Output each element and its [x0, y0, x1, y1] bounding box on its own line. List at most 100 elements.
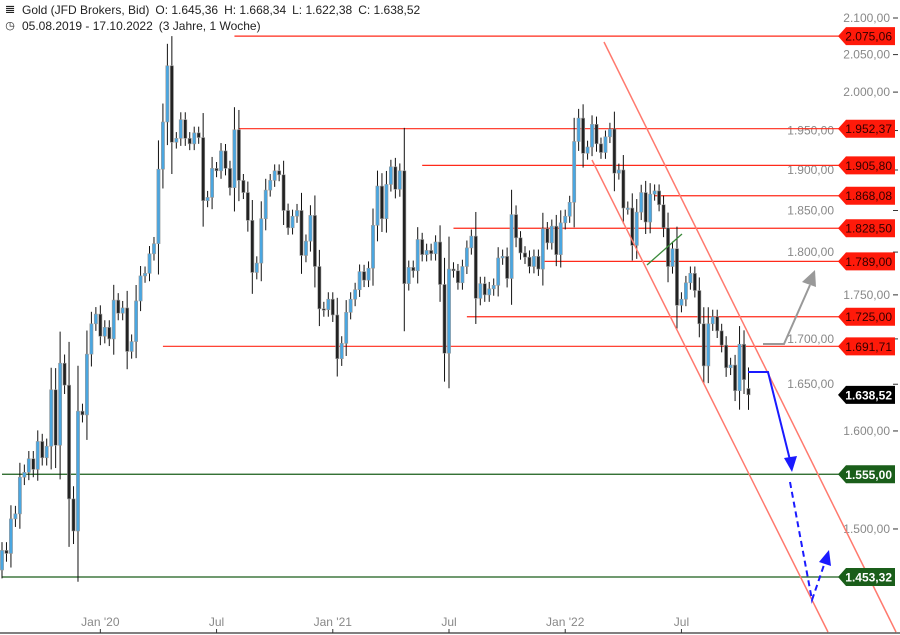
candle-up: [572, 141, 577, 203]
candle-up: [558, 222, 563, 255]
price-level-label: 1.691,71: [838, 337, 895, 356]
price-label-text: 1.789,00: [845, 255, 892, 269]
candle-up: [85, 353, 89, 416]
open-value: O: 1.645,36: [155, 3, 219, 17]
candle-down: [527, 256, 532, 267]
candle-down: [621, 169, 626, 209]
price-level-label: 1.725,00: [838, 307, 895, 326]
candle-down: [277, 170, 282, 176]
price-level-label: 1.905,80: [838, 156, 895, 175]
candle-down: [31, 458, 36, 470]
candle-down: [125, 307, 130, 352]
price-label-tag: [838, 307, 895, 326]
candle-up: [357, 271, 362, 290]
candle-up: [634, 211, 639, 246]
candle-up: [147, 253, 152, 274]
candle-up: [710, 316, 715, 325]
candle-up: [22, 472, 27, 478]
price-level-label: 1.789,00: [838, 252, 895, 271]
candle-up: [639, 192, 644, 213]
candle-down: [335, 314, 340, 359]
candle-down: [250, 220, 255, 273]
candle-up: [447, 268, 451, 354]
candle-up: [44, 445, 49, 459]
high-value: H: 1.668,34: [224, 3, 287, 17]
candle-up: [76, 410, 80, 532]
candle-down: [594, 124, 599, 145]
candle-up: [540, 228, 545, 270]
candle-down: [321, 308, 326, 311]
candle-down: [53, 389, 58, 446]
price-level-label: 1.828,50: [838, 219, 895, 238]
candle-up: [272, 170, 277, 181]
candle-up: [491, 285, 496, 290]
clock-icon: ◷: [5, 20, 15, 32]
candle-up: [152, 243, 156, 255]
candle-up: [178, 119, 183, 139]
candle-up: [174, 138, 179, 143]
candle-down: [245, 192, 250, 221]
y-tick-label: 1.650,00: [787, 377, 834, 391]
chart-header: 𝌆 Gold (JFD Brokers, Bid) O: 1.645,36 H:…: [4, 2, 420, 34]
candle-up: [608, 128, 612, 138]
candle-up: [9, 518, 13, 554]
x-tick-label: Jan '22: [546, 615, 585, 629]
price-label-text: 1.691,71: [845, 340, 892, 354]
candle-down: [612, 128, 617, 174]
candle-up: [616, 169, 621, 174]
instrument-name: Gold (JFD Brokers, Bid): [22, 3, 150, 17]
candle-down: [429, 250, 434, 255]
candle-down: [420, 239, 425, 255]
candle-up: [563, 215, 568, 224]
y-tick-label: 1.850,00: [787, 203, 834, 217]
candle-down: [393, 166, 398, 190]
y-tick-label: 1.750,00: [843, 288, 890, 302]
candle-up: [344, 312, 349, 344]
price-label-text: 1.555,00: [845, 468, 892, 482]
candle-down: [482, 283, 487, 296]
candle-down: [312, 215, 317, 267]
candle-down: [380, 185, 384, 220]
candle-up: [143, 273, 147, 277]
candle-down: [581, 117, 586, 154]
candle-down: [742, 343, 746, 380]
candle-down: [701, 323, 706, 367]
candle-up: [585, 146, 590, 154]
candle-up: [304, 240, 308, 256]
candle-up: [688, 273, 693, 284]
candle-down: [675, 248, 679, 306]
candle-up: [469, 235, 474, 249]
channel-lower-line: [591, 159, 829, 633]
forecast-arrow: [748, 371, 791, 461]
y-tick-label: 2.050,00: [843, 48, 890, 62]
candle-down: [402, 170, 407, 284]
candle-down: [241, 180, 246, 193]
price-label-text: 1.868,08: [845, 189, 892, 203]
candle-down: [724, 344, 729, 369]
x-tick-label: Jul: [674, 615, 689, 629]
y-tick-label: 2.100,00: [843, 11, 890, 25]
candle-up: [210, 168, 214, 198]
price-label-text: 1.952,37: [845, 122, 892, 136]
price-label-tag: [838, 156, 895, 175]
candle-up: [625, 207, 630, 210]
candle-up: [496, 257, 501, 286]
candle-up: [567, 201, 572, 217]
candle-up: [670, 248, 675, 267]
candle-up: [13, 513, 18, 520]
candle-down: [505, 256, 510, 279]
candle-up: [549, 225, 554, 244]
candle-down: [107, 327, 112, 340]
price-level-label: 2.075,06: [838, 27, 895, 46]
candle-up: [161, 121, 165, 170]
arrowhead-icon: [819, 550, 831, 566]
candle-up: [460, 266, 465, 284]
low-value: L: 1.622,38: [292, 3, 353, 17]
candle-up: [706, 323, 711, 367]
price-label-tag: [838, 337, 895, 356]
candle-down: [317, 266, 322, 310]
candle-down: [214, 168, 219, 172]
candle-down: [67, 384, 71, 500]
candlestick-icon[interactable]: 𝌆: [5, 4, 15, 16]
